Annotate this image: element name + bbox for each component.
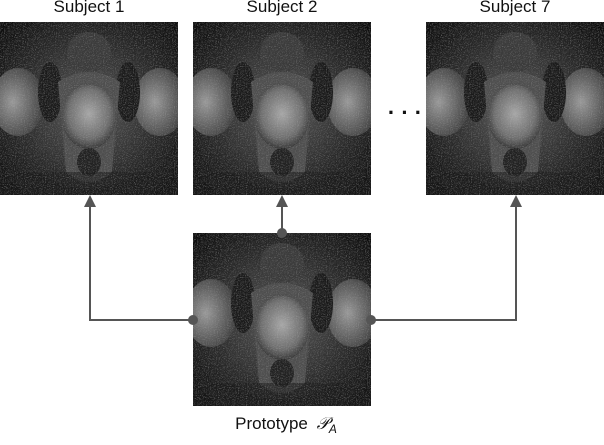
arrow-head: [276, 195, 288, 207]
arrow-origin: [366, 315, 376, 325]
ellipsis: · · ·: [388, 100, 422, 125]
subject-image: [0, 22, 186, 195]
prototype-word: Prototype: [235, 414, 308, 433]
prototype-image: [185, 233, 379, 406]
prototype-label: Prototype 𝒫A: [235, 414, 337, 436]
arrow-origin: [188, 315, 198, 325]
arrow-line: [89, 205, 193, 321]
arrow-head: [84, 195, 96, 207]
prototype-subscript: A: [328, 422, 337, 436]
arrow-head: [510, 195, 522, 207]
panel-title: Subject 1: [54, 0, 125, 16]
subject-image: [185, 22, 379, 195]
subject-image: [418, 22, 604, 195]
panel-title: Subject 7: [480, 0, 551, 16]
arrow-line: [371, 205, 517, 321]
arrow-heads: [84, 195, 522, 325]
panel-title: Subject 2: [247, 0, 318, 16]
arrow-origin: [277, 228, 287, 238]
